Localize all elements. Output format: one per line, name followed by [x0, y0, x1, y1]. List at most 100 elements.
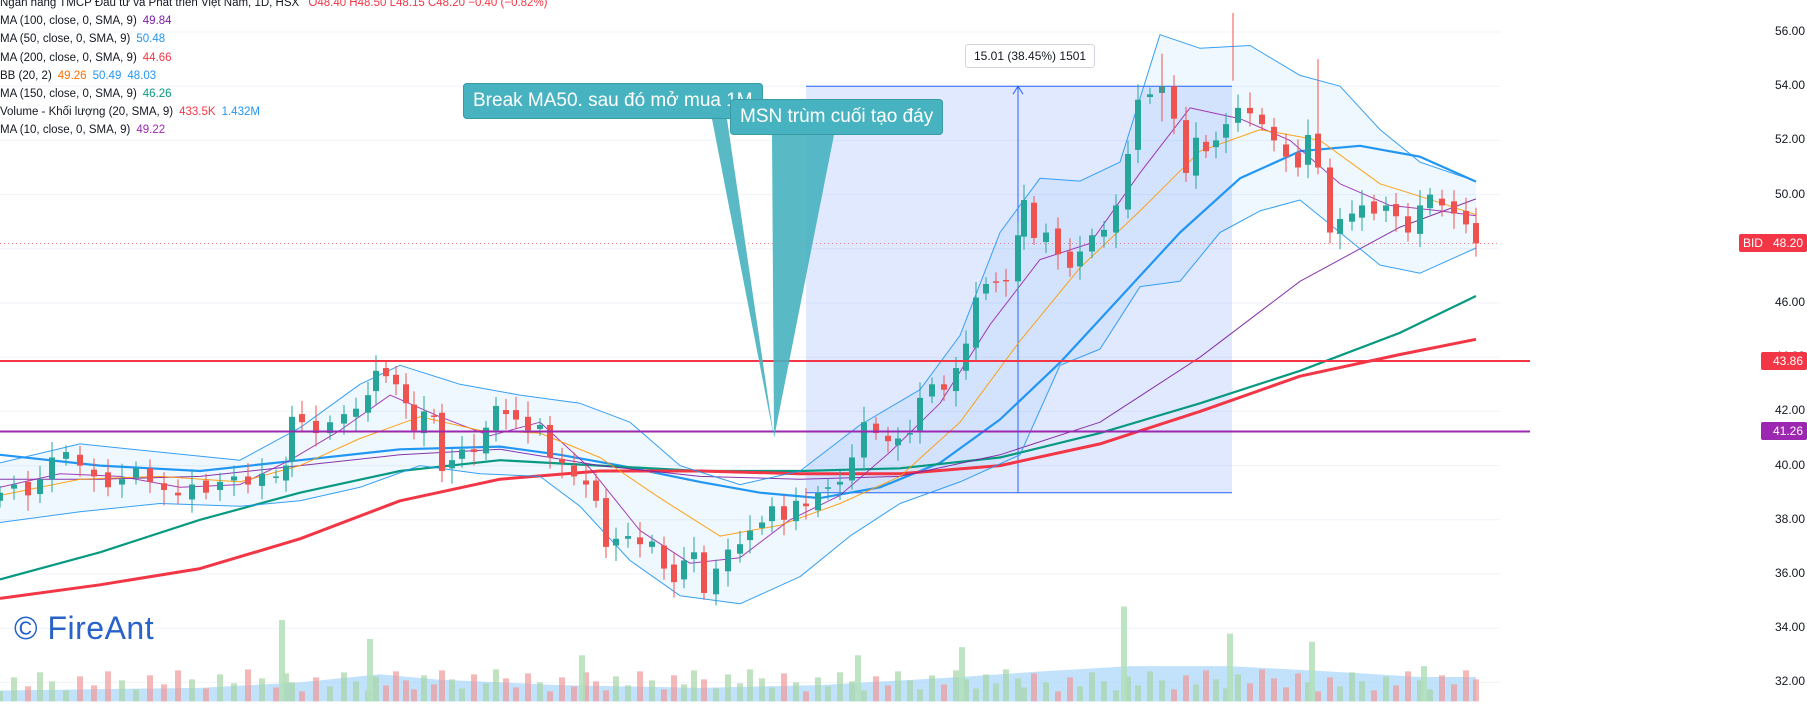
- indicator-lines: [0, 34, 1477, 605]
- volume-bar: [513, 687, 519, 702]
- volume-bar: [1021, 687, 1027, 702]
- legend-row[interactable]: MA (150, close, 0, SMA, 9) 46.26: [0, 85, 548, 103]
- chart-grid: [0, 31, 1500, 683]
- legend-label: MA (150, close, 0, SMA, 9): [0, 88, 137, 101]
- volume-bar: [661, 689, 667, 702]
- volume-bar: [885, 685, 891, 702]
- volume-bar: [837, 672, 843, 702]
- axis-tick-label: 36.00: [1774, 566, 1805, 580]
- candle-body: [547, 424, 553, 458]
- volume-bar: [583, 672, 589, 702]
- volume-bar: [855, 655, 861, 702]
- axis-tick-label: 42.00: [1774, 403, 1805, 418]
- candle-body: [1393, 204, 1399, 217]
- candle-body: [1295, 152, 1301, 168]
- volume-bar: [579, 655, 585, 702]
- candle-body: [885, 435, 891, 442]
- volume-bar: [637, 671, 643, 702]
- volume-bar: [691, 670, 697, 702]
- candle-body: [483, 427, 489, 454]
- volume-bar: [273, 687, 279, 702]
- candle-body: [803, 503, 809, 507]
- legend-row[interactable]: Volume - Khối lượng (20, SMA, 9) 433.5K 1.…: [0, 103, 548, 121]
- measure-label: 15.01 (38.45%) 1501: [965, 44, 1096, 68]
- candle-body: [513, 410, 519, 420]
- candle-body: [1003, 279, 1009, 282]
- candle-body: [1439, 198, 1445, 206]
- volume-bar: [825, 686, 831, 702]
- volume-bar: [1147, 671, 1153, 702]
- volume-bar: [917, 689, 923, 702]
- legend-row[interactable]: MA (10, close, 0, SMA, 9) 49.22: [0, 121, 548, 139]
- candle-body: [537, 424, 543, 430]
- volume-bar: [1349, 672, 1355, 702]
- candle-body: [837, 481, 843, 485]
- volume-bar: [403, 680, 409, 702]
- legend-value: 48.03: [127, 69, 157, 82]
- volume-bar: [941, 684, 947, 702]
- candle-body: [861, 422, 867, 458]
- legend-value: 49.22: [136, 124, 166, 137]
- candle-body: [1417, 205, 1423, 234]
- candle-body: [203, 480, 209, 493]
- candle-body: [1223, 124, 1229, 138]
- candle-body: [917, 397, 923, 431]
- axis-tick-label: 50.00: [1774, 186, 1805, 201]
- candle-body: [245, 476, 251, 485]
- volume-bar: [1473, 679, 1479, 702]
- annotation-callout-break-ma50[interactable]: Break MA50. sau đó mở mua 1M: [463, 83, 763, 119]
- legend-title-row: Ngân hàng TMCP Đầu tư và Phát triển Việt…: [0, 0, 548, 12]
- candle-body: [907, 433, 913, 435]
- candle-body: [1135, 99, 1141, 150]
- line-ma-200-close-0-sma-9-: [0, 337, 1477, 600]
- volume-bar: [133, 689, 139, 702]
- volume-bar: [571, 686, 577, 702]
- legend-row[interactable]: MA (100, close, 0, SMA, 9) 49.84: [0, 12, 548, 30]
- volume-bar: [353, 681, 359, 702]
- volume-bar: [781, 673, 787, 702]
- volume-bar: [63, 690, 69, 702]
- candle-body: [1089, 235, 1095, 252]
- legend-value: 433.5K: [179, 106, 216, 119]
- volume-bar: [1359, 681, 1365, 702]
- legend-row[interactable]: MA (50, close, 0, SMA, 9) 50.48: [0, 30, 548, 48]
- candle-body: [273, 476, 279, 478]
- candle-body: [105, 472, 111, 488]
- candle-body: [299, 414, 305, 423]
- candle-body: [77, 454, 83, 466]
- volume-bar: [1283, 687, 1289, 702]
- candle-body: [37, 479, 43, 495]
- callout-tail-break-ma50: [712, 119, 774, 438]
- volume-bar: [283, 673, 289, 702]
- candle-body: [217, 481, 223, 490]
- volume-bar: [289, 682, 295, 702]
- volume-bar: [1031, 673, 1037, 702]
- candle-body: [259, 473, 265, 486]
- volume-bar: [1089, 672, 1095, 702]
- candle-body: [11, 484, 17, 489]
- bollinger-bands: [0, 34, 1476, 604]
- volume-bar: [231, 683, 237, 702]
- volume-bar: [959, 647, 965, 702]
- legend-row[interactable]: BB (20, 2) 49.26 50.49 48.03: [0, 67, 548, 85]
- line-ma-100-close-0-sma-9-: [0, 198, 1477, 480]
- candle-body: [671, 564, 677, 583]
- volume-bar: [439, 670, 445, 702]
- candle-body: [1451, 201, 1457, 214]
- candle-body: [895, 438, 901, 446]
- volume-bar: [421, 675, 427, 702]
- candle-body: [1359, 205, 1365, 218]
- annotation-callout-msn[interactable]: MSN trùm cuối tạo đáy: [730, 99, 944, 135]
- legend-label: MA (10, close, 0, SMA, 9): [0, 124, 131, 137]
- candle-body: [973, 297, 979, 348]
- volume-bar: [393, 671, 399, 702]
- candle-body: [327, 422, 333, 434]
- candle-body: [747, 530, 753, 541]
- candle-body: [681, 560, 687, 580]
- candle-body: [613, 538, 619, 546]
- candle-body: [373, 370, 379, 392]
- volume-bar: [411, 689, 417, 702]
- candle-body: [1235, 107, 1241, 123]
- legend-row[interactable]: MA (200, close, 0, SMA, 9) 44.66: [0, 49, 548, 67]
